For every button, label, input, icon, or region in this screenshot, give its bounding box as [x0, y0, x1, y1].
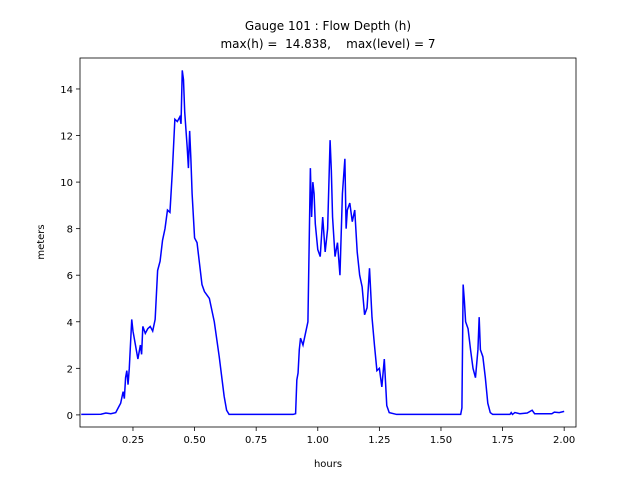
- data-line: [81, 70, 565, 416]
- y-tick-label: 0: [67, 411, 73, 422]
- x-tick-label: 1.75: [491, 435, 513, 446]
- chart-title: Gauge 101 : Flow Depth (h): [245, 19, 411, 33]
- y-tick-label: 8: [67, 225, 73, 236]
- chart-subtitle: max(h) = 14.838, max(level) = 7: [220, 37, 435, 51]
- x-tick-label: 2.00: [553, 435, 575, 446]
- y-tick-label: 14: [60, 85, 73, 96]
- x-tick-label: 1.50: [430, 435, 452, 446]
- y-tick-label: 2: [67, 364, 73, 375]
- x-tick-label: 0.50: [183, 435, 205, 446]
- x-tick-label: 0.75: [245, 435, 267, 446]
- y-tick-label: 4: [67, 318, 73, 329]
- plot-frame: [79, 57, 577, 428]
- y-tick-label: 12: [60, 132, 73, 143]
- x-axis-label: hours: [314, 459, 342, 470]
- x-tick-label: 0.25: [122, 435, 144, 446]
- y-tick-label: 6: [67, 271, 73, 282]
- x-tick-label: 1.00: [307, 435, 329, 446]
- y-tick-label: 10: [60, 178, 73, 189]
- x-tick-label: 1.25: [368, 435, 390, 446]
- y-axis-label: meters: [36, 224, 47, 259]
